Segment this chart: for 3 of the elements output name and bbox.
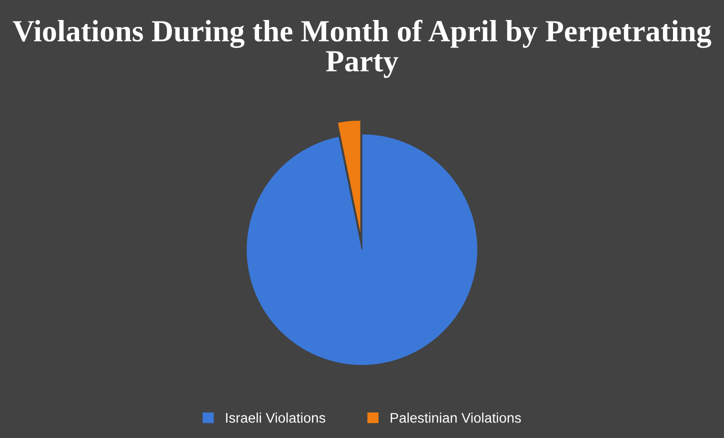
chart-title: Violations During the Month of April by Perpetrating Party <box>12 20 712 78</box>
legend-label: Israeli Violations <box>226 412 326 423</box>
legend-label: Palestinian Violations <box>390 412 521 423</box>
